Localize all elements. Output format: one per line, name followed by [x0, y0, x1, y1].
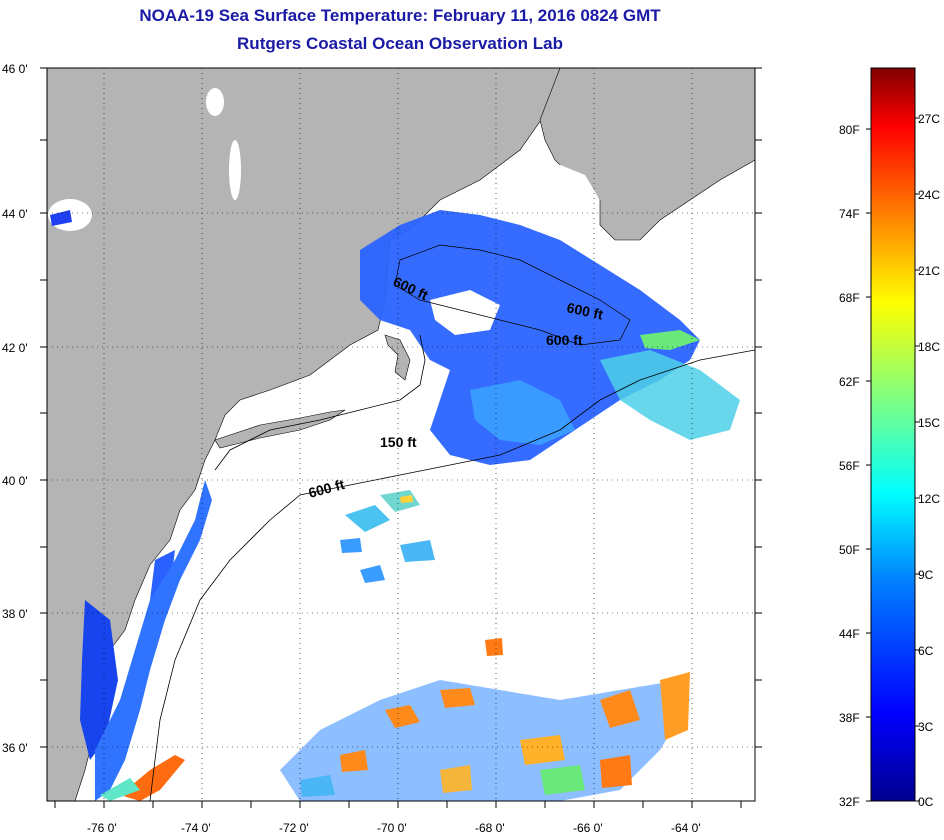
lat-label-42: 42 0' — [2, 341, 28, 355]
long-island-land — [214, 409, 346, 449]
colorbar-label-74f: 74F — [839, 207, 860, 221]
nova-scotia-land — [539, 68, 755, 241]
isobath-600ft-shelf — [149, 349, 755, 801]
colorbar-label-68f: 68F — [839, 291, 860, 305]
offshore-sst-patches — [340, 490, 435, 583]
nearshore-sst-strip — [95, 480, 212, 801]
lon-label-74: -74 0' — [181, 821, 211, 835]
lake-island-white — [206, 88, 224, 116]
colorbar-label-62f: 62F — [839, 375, 860, 389]
lon-label-68: -68 0' — [475, 821, 505, 835]
lon-label-66: -66 0' — [573, 821, 603, 835]
lon-label-72: -72 0' — [279, 821, 309, 835]
lake-champlain-white — [229, 140, 241, 200]
colorbar-label-3c: 3C — [918, 720, 934, 734]
contour-label-150ft: 150 ft — [380, 434, 417, 450]
lat-label-40: 40 0' — [2, 474, 28, 488]
offshore-cyan-patches — [600, 350, 740, 440]
contour-label-600ft-ne: 600 ft — [565, 299, 604, 322]
lat-label-38: 38 0' — [2, 607, 28, 621]
colorbar-label-12c: 12C — [918, 492, 940, 506]
colorbar-label-80f: 80F — [839, 123, 860, 137]
axis-tick-marks — [40, 67, 762, 808]
graticule-grid — [47, 68, 755, 801]
colorbar-label-38f: 38F — [839, 711, 860, 725]
colorbar-label-32f: 32F — [839, 795, 860, 809]
colorbar-label-56f: 56F — [839, 459, 860, 473]
lon-label-76: -76 0' — [87, 821, 117, 835]
map-frame — [46, 67, 756, 802]
contour-label-600ft-georges: 600 ft — [546, 332, 583, 348]
lake-ontario-sst-patch — [50, 210, 72, 226]
colorbar-ticks — [866, 117, 920, 802]
lon-label-64: -64 0' — [671, 821, 701, 835]
map-title: NOAA-19 Sea Surface Temperature: Februar… — [139, 6, 661, 25]
map-subtitle: Rutgers Coastal Ocean Observation Lab — [237, 34, 563, 53]
shelf-break-green-sst — [640, 330, 700, 350]
colorbar-label-6c: 6C — [918, 644, 934, 658]
colorbar-label-9c: 9C — [918, 568, 934, 582]
colorbar-label-27c: 27C — [918, 112, 940, 126]
lat-label-36: 36 0' — [2, 741, 28, 755]
isobath-150ft — [214, 334, 426, 471]
colorbar-label-24c: 24C — [918, 188, 940, 202]
colorbar-label-44f: 44F — [839, 627, 860, 641]
colorbar-label-21c: 21C — [918, 264, 940, 278]
lon-label-70: -70 0' — [377, 821, 407, 835]
hatteras-cyan-sst — [100, 778, 140, 801]
colorbar-label-50f: 50F — [839, 543, 860, 557]
sst-colorbar — [870, 67, 916, 802]
chesapeake-bay-sst — [80, 600, 118, 760]
colorbar-label-0c: 0C — [918, 795, 934, 809]
colorbar-label-15c: 15C — [918, 416, 940, 430]
gulf-of-maine-sst — [360, 210, 700, 465]
gulf-of-maine-clear-patch — [430, 290, 500, 335]
isobath-gulf-of-maine — [394, 244, 631, 346]
colorbar-label-18c: 18C — [918, 340, 940, 354]
lat-label-46: 46 0' — [2, 62, 28, 76]
gulf-stream-sst-region — [280, 638, 690, 801]
cape-cod-land — [384, 334, 411, 381]
bay-of-fundy-water — [540, 160, 600, 205]
lat-label-44: 44 0' — [2, 207, 28, 221]
